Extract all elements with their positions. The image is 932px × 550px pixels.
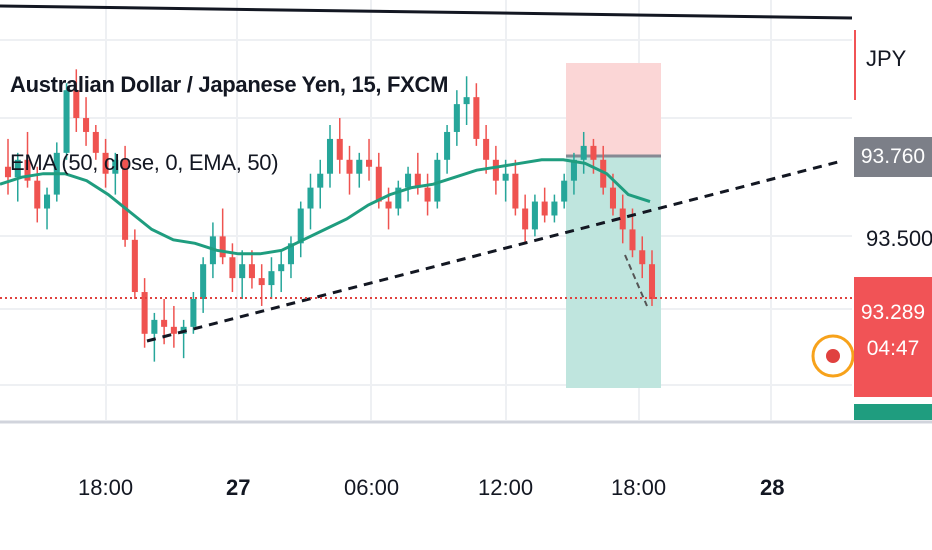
candle-body xyxy=(151,319,158,334)
candle-body xyxy=(268,271,275,286)
candle-body xyxy=(278,264,285,272)
time-tick-1800: 18:00 xyxy=(78,475,134,500)
price-tick-93500: 93.500 xyxy=(866,226,932,251)
stop-loss-zone[interactable] xyxy=(566,63,661,156)
candle-body xyxy=(453,104,460,132)
candle-body xyxy=(434,159,441,202)
candle-body xyxy=(502,173,509,181)
candle-body xyxy=(463,97,470,105)
candle-body xyxy=(629,229,636,251)
candle-body xyxy=(83,118,90,132)
candle-body xyxy=(122,159,129,240)
candle-body xyxy=(102,152,109,174)
record-icon xyxy=(826,349,840,363)
candle-body xyxy=(170,326,177,334)
ascending-trendline[interactable] xyxy=(146,160,839,343)
time-tick-28: 28 xyxy=(760,475,785,500)
vertical-grid xyxy=(105,0,772,420)
ema-line xyxy=(0,158,651,256)
candle-body xyxy=(336,138,343,160)
candle-body xyxy=(609,187,616,209)
candle-body xyxy=(190,299,197,327)
candle-body xyxy=(512,173,519,209)
candle-body xyxy=(522,208,529,230)
candle-body xyxy=(34,180,41,209)
axis-footer-bar xyxy=(854,404,932,420)
time-tick-0600: 06:00 xyxy=(344,475,400,500)
candle-body xyxy=(473,97,480,139)
candle-body xyxy=(73,90,80,119)
candle-body xyxy=(639,250,646,265)
candle-body xyxy=(405,173,412,188)
last-price-tag: 93.289 04:47 xyxy=(854,277,932,397)
candle-body xyxy=(63,90,70,153)
candle-body xyxy=(141,292,148,334)
candle-body xyxy=(648,264,656,299)
candle-body xyxy=(112,159,119,174)
candle-body xyxy=(570,159,577,181)
candlestick-series xyxy=(4,69,656,362)
candle-body xyxy=(297,208,304,244)
bar-countdown: 04:47 xyxy=(866,337,920,360)
candle-body xyxy=(580,145,587,160)
time-tick-1200: 12:00 xyxy=(478,475,534,500)
candle-body xyxy=(239,264,246,279)
candle-body xyxy=(229,257,236,279)
candle-body xyxy=(619,208,626,230)
candle-body xyxy=(444,131,451,160)
alert-button[interactable] xyxy=(811,334,855,378)
candle-body xyxy=(531,201,538,230)
candle-body xyxy=(317,173,324,188)
candle-body xyxy=(131,239,138,293)
candle-body xyxy=(4,166,12,178)
candle-body xyxy=(219,236,226,258)
candle-body xyxy=(258,278,265,286)
time-tick-27: 27 xyxy=(226,475,251,500)
candle-body xyxy=(44,194,51,209)
candle-body xyxy=(541,201,548,216)
candle-body xyxy=(14,159,21,178)
time-tick-1800-2: 18:00 xyxy=(611,475,667,500)
currency-label: JPY xyxy=(866,46,907,71)
candle-body xyxy=(600,159,607,188)
candle-body xyxy=(395,187,402,209)
candle-body xyxy=(307,187,314,209)
candle-body xyxy=(366,159,373,167)
candle-body xyxy=(561,180,568,202)
candle-body xyxy=(287,243,294,265)
candle-body xyxy=(385,201,392,209)
candle-body xyxy=(414,173,421,188)
candle-body xyxy=(326,138,334,174)
candle-body xyxy=(590,145,597,160)
candle-body xyxy=(161,319,168,327)
candle-body xyxy=(551,201,558,216)
candle-body xyxy=(92,131,99,153)
candle-body xyxy=(492,159,499,181)
stop-level-tag: 93.760 xyxy=(854,137,932,177)
candle-body xyxy=(356,159,363,174)
candle-body xyxy=(346,159,353,174)
upper-trendline[interactable] xyxy=(0,4,853,20)
candle-body xyxy=(200,264,207,299)
indicator-label[interactable]: EMA (50, close, 0, EMA, 50) xyxy=(10,150,279,175)
last-price-value: 93.289 xyxy=(860,301,926,324)
candle-body xyxy=(424,187,431,202)
candle-body xyxy=(483,138,490,160)
candle-body xyxy=(248,264,255,279)
chart-title: Australian Dollar / Japanese Yen, 15, FX… xyxy=(10,72,449,97)
candle-body xyxy=(375,166,382,202)
candle-body xyxy=(24,159,31,181)
